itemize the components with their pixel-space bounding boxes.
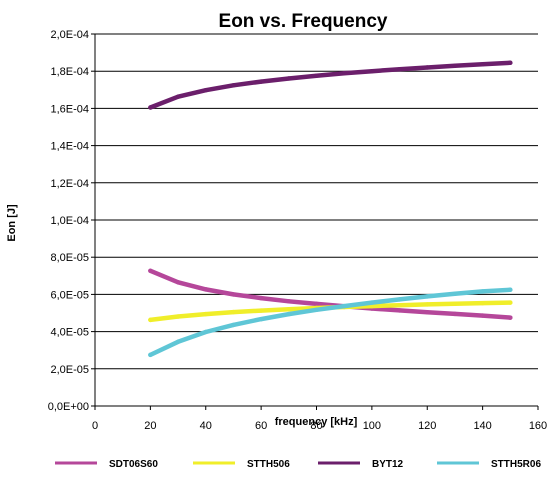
chart-title: Eon vs. Frequency — [219, 11, 388, 32]
data-point-stth506 — [175, 314, 181, 319]
data-point-stth5r06 — [231, 322, 236, 328]
tick-labels: 0,0E+00 2,0E-05 4,0E-05 6,0E-05 8,0E-05 1,0E-… — [48, 29, 547, 432]
y-tick-label: 1,6E-04 — [50, 103, 89, 115]
data-point-stth506 — [258, 308, 264, 313]
y-tick-label: 1,4E-04 — [50, 141, 89, 153]
data-point-sdt06s60 — [148, 268, 153, 273]
data-point-sdt06s60 — [425, 310, 430, 315]
data-point-sdt06s60 — [175, 280, 181, 285]
axes — [91, 33, 539, 410]
y-tick-label: 2,0E-05 — [50, 364, 89, 376]
x-tick-label: 140 — [473, 420, 491, 432]
y-tick-label: 2,0E-04 — [50, 29, 89, 41]
data-point-stth506 — [203, 311, 208, 317]
y-tick-label: 1,2E-04 — [50, 178, 89, 190]
data-point-byt12 — [314, 73, 319, 78]
data-point-byt12 — [231, 83, 236, 88]
data-point-stth506 — [480, 300, 485, 306]
y-tick-label: 1,8E-04 — [50, 66, 89, 78]
data-point-byt12 — [341, 71, 347, 76]
data-point-byt12 — [175, 94, 181, 99]
x-tick-label: 120 — [418, 420, 436, 432]
series-line-stth5r06 — [148, 287, 513, 358]
data-point-stth5r06 — [425, 294, 430, 299]
x-tick-label: 80 — [310, 420, 322, 432]
data-point-byt12 — [397, 66, 402, 72]
y-tick-label: 8,0E-05 — [50, 252, 89, 264]
legend: SDT06S60 STTH506 BYT12 STTH5R06 — [55, 459, 541, 470]
data-point-stth5r06 — [175, 339, 181, 345]
data-point-sdt06s60 — [203, 287, 208, 292]
data-point-stth5r06 — [508, 287, 513, 292]
data-point-sdt06s60 — [397, 308, 402, 313]
data-point-byt12 — [425, 65, 430, 70]
data-point-stth506 — [452, 301, 458, 306]
data-point-stth506 — [425, 302, 430, 307]
series-lines — [148, 60, 513, 358]
x-tick-label: 100 — [363, 420, 381, 432]
data-point-stth506 — [508, 300, 513, 305]
data-point-byt12 — [452, 63, 458, 69]
data-point-stth506 — [369, 303, 375, 309]
data-point-stth506 — [286, 307, 292, 312]
data-point-stth5r06 — [397, 297, 402, 302]
x-axis-title: frequency [kHz] — [275, 416, 358, 428]
data-point-sdt06s60 — [231, 292, 236, 297]
x-tick-label: 40 — [200, 420, 212, 432]
x-tick-label: 60 — [255, 420, 267, 432]
data-point-stth5r06 — [341, 303, 347, 309]
x-tick-label: 0 — [92, 420, 98, 432]
data-point-byt12 — [480, 62, 485, 67]
data-point-byt12 — [258, 79, 264, 84]
data-point-stth5r06 — [286, 311, 292, 317]
y-axis-title: Eon [J] — [6, 204, 18, 242]
data-point-byt12 — [286, 76, 292, 81]
data-point-sdt06s60 — [286, 299, 292, 304]
data-point-stth5r06 — [148, 352, 153, 358]
data-point-stth506 — [231, 309, 236, 315]
data-point-stth5r06 — [452, 291, 458, 297]
y-tick-label: 6,0E-05 — [50, 289, 89, 301]
data-point-byt12 — [369, 69, 375, 74]
x-tick-label: 20 — [144, 420, 156, 432]
data-point-sdt06s60 — [452, 311, 458, 317]
series-line-byt12 — [148, 60, 513, 110]
data-point-byt12 — [148, 105, 153, 110]
legend-label-stth506: STTH506 — [247, 459, 290, 470]
data-point-stth506 — [148, 317, 153, 323]
data-point-sdt06s60 — [258, 295, 264, 301]
legend-label-stth5r06: STTH5R06 — [491, 459, 541, 470]
data-point-stth5r06 — [203, 329, 208, 335]
data-point-sdt06s60 — [480, 313, 485, 318]
x-tick-label: 160 — [529, 420, 547, 432]
y-tick-label: 0,0E+00 — [48, 401, 89, 413]
data-point-byt12 — [508, 60, 513, 66]
gridlines — [95, 33, 538, 370]
data-point-stth5r06 — [258, 316, 264, 322]
legend-label-sdt06s60: SDT06S60 — [109, 459, 158, 470]
data-point-sdt06s60 — [508, 315, 513, 320]
data-point-stth5r06 — [369, 300, 375, 305]
data-point-stth5r06 — [314, 307, 319, 313]
y-tick-label: 1,0E-04 — [50, 215, 89, 227]
data-point-byt12 — [203, 87, 208, 93]
data-point-stth5r06 — [480, 289, 485, 294]
y-tick-label: 4,0E-05 — [50, 327, 89, 339]
data-point-stth506 — [397, 302, 402, 308]
data-point-sdt06s60 — [314, 301, 319, 307]
series-line-sdt06s60 — [148, 268, 513, 320]
legend-label-byt12: BYT12 — [372, 459, 404, 470]
